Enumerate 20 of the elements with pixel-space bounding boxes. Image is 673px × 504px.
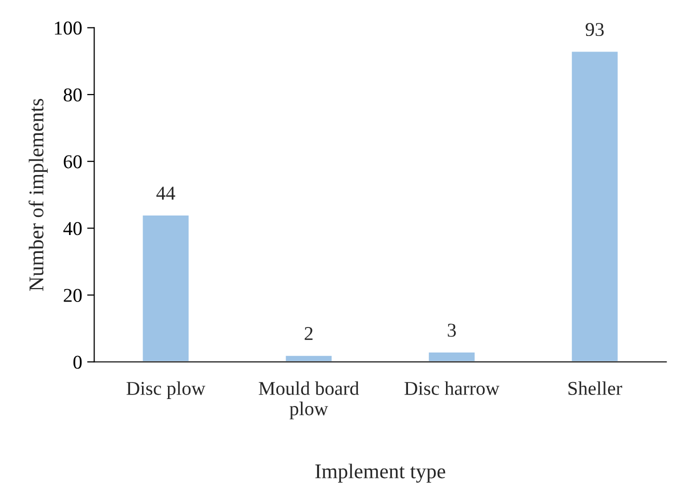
y-axis-title: Number of implements [28,98,48,291]
x-tick-label: Disc plow [126,381,206,399]
x-axis-title: Implement type [315,464,446,483]
y-tick-label: 0 [73,356,82,369]
data-label: 2 [304,327,313,340]
x-tick-label: Disc harrow [404,381,500,395]
x-tick-label: Mould board plow [258,381,359,420]
bar [141,214,190,362]
y-tick-label: 60 [64,155,82,168]
bar [427,351,476,362]
x-tick-label: Sheller [568,381,622,395]
y-tick-label: 100 [54,22,82,35]
bar [284,354,334,362]
y-tick-label: 20 [64,288,82,302]
y-tick-label: 80 [64,88,82,102]
data-label: 3 [448,324,456,337]
bar [570,50,620,362]
data-label: 93 [586,22,604,36]
data-label: 44 [156,186,176,200]
y-tick-label: 40 [63,222,82,236]
